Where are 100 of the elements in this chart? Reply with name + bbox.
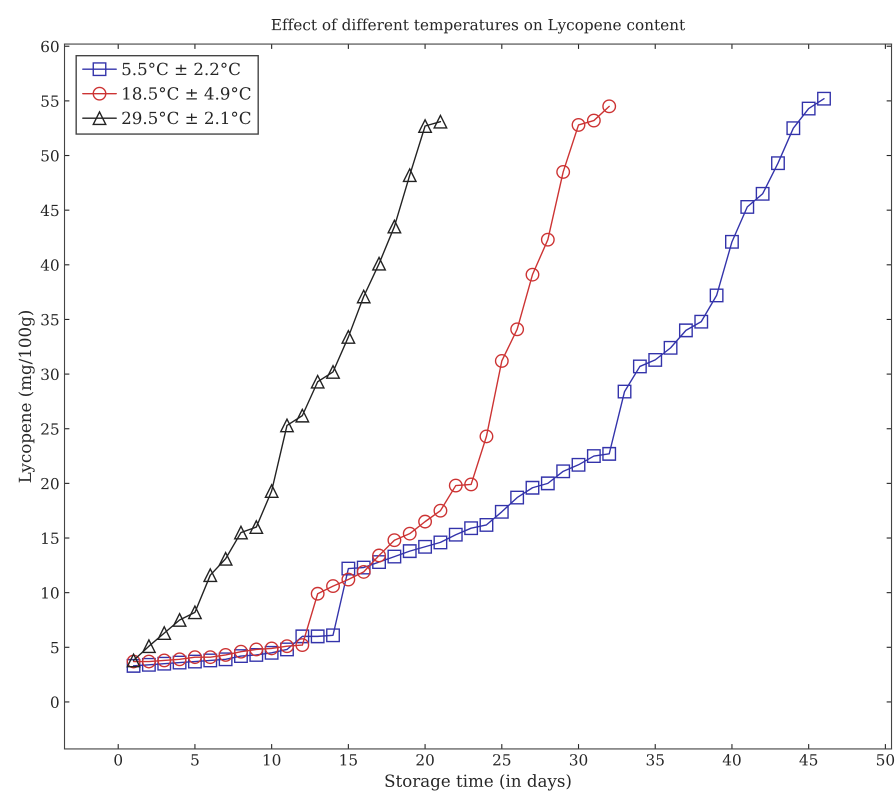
point bbox=[172, 613, 187, 627]
point bbox=[356, 564, 371, 579]
point bbox=[341, 562, 356, 576]
point bbox=[480, 429, 494, 444]
chart-title: Effect of different temperatures on Lycopene content bbox=[272, 18, 686, 34]
point bbox=[234, 526, 248, 540]
point bbox=[402, 544, 417, 558]
point bbox=[372, 256, 386, 271]
x-tick-label: 35 bbox=[646, 754, 664, 766]
y-tick-label: 20 bbox=[41, 478, 59, 490]
point bbox=[326, 579, 340, 594]
point bbox=[264, 484, 279, 498]
point bbox=[142, 658, 156, 672]
point bbox=[203, 653, 218, 668]
point bbox=[494, 504, 509, 519]
point bbox=[802, 102, 816, 116]
y-tick-label: 60 bbox=[41, 40, 59, 52]
point bbox=[494, 354, 509, 368]
point bbox=[540, 476, 555, 490]
y-tick-label: 55 bbox=[42, 96, 58, 107]
point bbox=[526, 268, 540, 282]
point bbox=[602, 99, 616, 114]
point bbox=[586, 114, 601, 128]
point bbox=[295, 638, 310, 652]
point bbox=[433, 504, 448, 518]
point bbox=[188, 605, 202, 620]
point bbox=[280, 642, 294, 656]
point bbox=[694, 314, 708, 329]
point bbox=[632, 359, 647, 374]
point bbox=[771, 156, 785, 170]
point bbox=[172, 656, 187, 670]
point bbox=[433, 114, 448, 129]
point bbox=[387, 550, 402, 564]
point bbox=[341, 330, 356, 344]
point bbox=[157, 626, 172, 640]
point bbox=[556, 164, 570, 179]
point bbox=[126, 658, 140, 673]
y-tick-label: 5 bbox=[51, 642, 58, 654]
x-tick-label: 10 bbox=[264, 754, 280, 766]
point bbox=[756, 186, 770, 201]
y-tick-label: 30 bbox=[41, 368, 59, 380]
point bbox=[402, 168, 417, 182]
x-tick-label: 40 bbox=[722, 754, 741, 766]
y-tick-label: 0 bbox=[50, 696, 59, 708]
point bbox=[142, 639, 156, 654]
point bbox=[372, 548, 386, 562]
point bbox=[464, 478, 478, 492]
point bbox=[280, 418, 294, 432]
point bbox=[526, 480, 540, 495]
point bbox=[218, 652, 233, 666]
x-tick-label: 25 bbox=[493, 754, 510, 766]
point bbox=[387, 533, 402, 548]
point bbox=[188, 654, 202, 668]
point bbox=[310, 374, 325, 389]
point bbox=[786, 121, 800, 136]
point bbox=[678, 323, 693, 338]
point bbox=[586, 449, 601, 463]
point bbox=[710, 288, 724, 302]
point bbox=[402, 526, 417, 541]
point bbox=[540, 232, 555, 247]
point bbox=[602, 446, 616, 461]
point bbox=[387, 220, 402, 234]
point bbox=[295, 629, 310, 644]
point bbox=[234, 644, 248, 659]
point bbox=[418, 119, 432, 133]
point bbox=[172, 652, 187, 666]
point bbox=[326, 364, 340, 379]
point bbox=[142, 654, 156, 668]
point bbox=[448, 478, 463, 493]
legend-label: 5.5°C ± 2.2°C bbox=[122, 62, 240, 76]
y-tick-label: 50 bbox=[42, 150, 59, 162]
point bbox=[295, 408, 310, 423]
point bbox=[510, 490, 524, 505]
x-tick-label: 45 bbox=[799, 754, 818, 766]
point bbox=[725, 234, 739, 249]
point bbox=[418, 540, 432, 554]
x-axis-title: Storage time (in days) bbox=[386, 774, 571, 791]
point bbox=[817, 92, 831, 106]
legend-label: 18.5°C ± 4.9°C bbox=[123, 87, 251, 100]
y-tick-label: 25 bbox=[41, 423, 58, 435]
point bbox=[510, 322, 524, 336]
y-tick-label: 45 bbox=[40, 204, 58, 216]
legend-label: 29.5°C ± 2.1°C bbox=[122, 112, 251, 124]
point bbox=[480, 518, 494, 532]
point bbox=[280, 639, 294, 654]
point bbox=[218, 648, 233, 662]
x-tick-label: 20 bbox=[416, 754, 434, 766]
point bbox=[310, 629, 325, 644]
y-tick-label: 15 bbox=[42, 532, 58, 544]
point bbox=[464, 521, 478, 536]
point bbox=[203, 568, 218, 582]
point bbox=[448, 528, 463, 542]
point bbox=[249, 520, 264, 534]
point bbox=[234, 649, 248, 663]
point bbox=[264, 641, 279, 656]
y-tick-label: 10 bbox=[42, 587, 59, 599]
point bbox=[418, 514, 432, 529]
point bbox=[572, 118, 586, 132]
point bbox=[249, 648, 264, 662]
y-axis-title: Lycopene (mg/100g) bbox=[18, 311, 35, 482]
